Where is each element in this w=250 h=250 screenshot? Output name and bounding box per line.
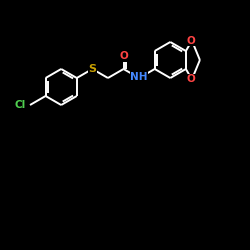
Text: O: O xyxy=(186,74,195,85)
Text: NH: NH xyxy=(130,72,148,82)
Text: O: O xyxy=(186,36,195,46)
Text: S: S xyxy=(88,64,96,74)
Text: O: O xyxy=(119,51,128,61)
Text: Cl: Cl xyxy=(15,100,26,110)
